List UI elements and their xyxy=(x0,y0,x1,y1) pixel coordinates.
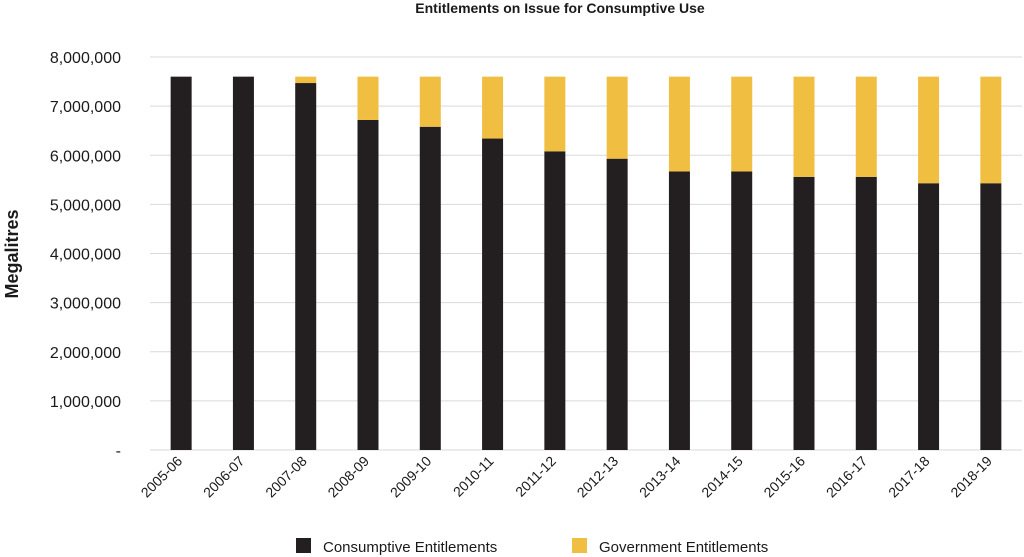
y-tick-label: 2,000,000 xyxy=(50,345,121,362)
x-tick-label: 2013-14 xyxy=(636,453,684,501)
bar-consumptive-2005-06 xyxy=(170,76,192,451)
x-tick-label: 2017-18 xyxy=(885,453,933,501)
bar-consumptive-2013-14 xyxy=(668,171,690,450)
x-tick-label: 2018-19 xyxy=(947,453,995,501)
legend-label-consumptive: Consumptive Entitlements xyxy=(323,539,497,556)
bar-government-2014-15 xyxy=(731,76,753,172)
x-tick-label: 2012-13 xyxy=(574,453,622,501)
x-tick-label: 2008-09 xyxy=(324,453,372,501)
bars xyxy=(170,76,1002,451)
y-tick-label: - xyxy=(116,443,121,460)
x-tick-label: 2007-08 xyxy=(262,453,310,501)
y-tick-label: 4,000,000 xyxy=(50,247,121,264)
bar-government-2017-18 xyxy=(918,76,940,184)
legend-swatch-consumptive xyxy=(296,538,311,553)
y-axis-ticks: - 1,000,000 2,000,000 3,000,000 4,000,000 5,0… xyxy=(50,50,121,460)
chart-title: Entitlements on Issue for Consumptive Us… xyxy=(415,0,705,16)
bar-consumptive-2018-19 xyxy=(980,183,1002,450)
x-tick-label: 2011-12 xyxy=(512,453,559,500)
bar-consumptive-2006-07 xyxy=(232,76,254,451)
legend-swatch-government xyxy=(572,538,587,553)
bar-consumptive-2016-17 xyxy=(855,176,877,451)
y-tick-label: 6,000,000 xyxy=(50,148,121,165)
bar-consumptive-2007-08 xyxy=(295,83,317,450)
bar-government-2013-14 xyxy=(668,76,690,172)
bar-consumptive-2011-12 xyxy=(544,151,566,450)
bar-government-2018-19 xyxy=(980,76,1002,184)
legend: Consumptive Entitlements Government Entit… xyxy=(296,538,768,556)
x-axis-ticks: 2005-06 2006-07 2007-08 2008-09 2009-10 2010-… xyxy=(138,453,996,501)
gridlines xyxy=(150,56,1022,451)
bar-consumptive-2008-09 xyxy=(357,119,379,450)
bar-consumptive-2010-11 xyxy=(482,138,504,451)
bar-government-2007-08 xyxy=(295,76,317,84)
bar-consumptive-2012-13 xyxy=(606,158,628,450)
bar-government-2009-10 xyxy=(419,76,441,127)
y-tick-label: 1,000,000 xyxy=(50,394,121,411)
y-axis-label: Megalitres xyxy=(2,209,22,298)
bar-consumptive-2017-18 xyxy=(918,183,940,450)
x-tick-label: 2009-10 xyxy=(387,453,435,501)
bar-government-2015-16 xyxy=(793,76,815,177)
y-tick-label: 5,000,000 xyxy=(50,197,121,214)
bar-government-2012-13 xyxy=(606,76,628,159)
y-tick-label: 3,000,000 xyxy=(50,296,121,313)
bar-government-2016-17 xyxy=(855,76,877,177)
y-tick-label: 7,000,000 xyxy=(50,99,121,116)
x-tick-label: 2016-17 xyxy=(823,453,871,501)
bar-consumptive-2014-15 xyxy=(731,171,753,450)
x-tick-label: 2005-06 xyxy=(138,453,186,501)
bar-consumptive-2015-16 xyxy=(793,176,815,451)
y-tick-label: 8,000,000 xyxy=(50,50,121,67)
x-tick-label: 2006-07 xyxy=(200,453,248,501)
bar-government-2011-12 xyxy=(544,76,566,152)
x-tick-label: 2010-11 xyxy=(450,453,497,500)
bar-consumptive-2009-10 xyxy=(419,126,441,450)
bar-government-2008-09 xyxy=(357,76,379,120)
legend-label-government: Government Entitlements xyxy=(599,539,768,556)
x-tick-label: 2014-15 xyxy=(698,453,746,501)
bar-government-2010-11 xyxy=(482,76,504,139)
x-tick-label: 2015-16 xyxy=(760,453,808,501)
